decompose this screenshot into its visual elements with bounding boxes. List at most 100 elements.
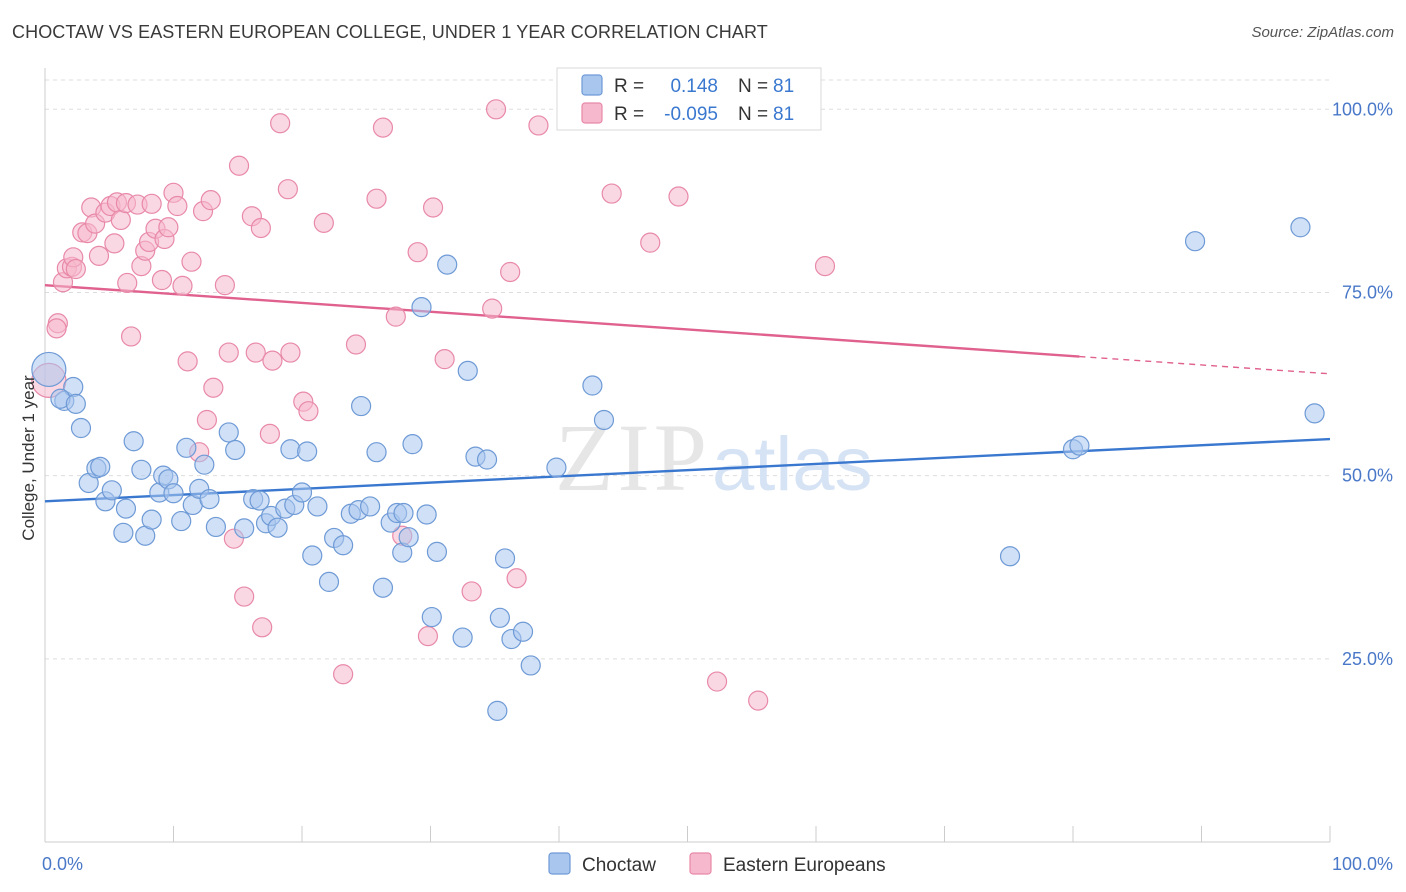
bottom-legend: Choctaw Eastern Europeans — [548, 852, 886, 876]
point-choctaw — [101, 480, 122, 501]
point-choctaw — [366, 442, 387, 463]
point-eastern — [259, 423, 280, 444]
point-eastern — [372, 117, 394, 138]
trend-line-eastern — [44, 283, 1080, 358]
point-eastern — [668, 186, 689, 207]
point-choctaw — [131, 459, 152, 480]
point-choctaw — [582, 375, 603, 396]
point-eastern — [345, 334, 367, 355]
point-choctaw — [398, 527, 419, 548]
point-eastern — [434, 349, 455, 370]
point-choctaw — [234, 518, 255, 539]
points-layer — [31, 99, 1325, 721]
point-eastern — [203, 377, 224, 398]
point-choctaw — [194, 454, 215, 475]
point-choctaw — [333, 535, 354, 556]
point-choctaw — [1304, 403, 1325, 424]
point-eastern — [252, 617, 273, 638]
point-eastern — [46, 318, 67, 339]
point-eastern — [601, 183, 622, 204]
point-choctaw — [31, 351, 67, 388]
point-choctaw — [393, 502, 414, 524]
point-eastern — [245, 342, 266, 363]
point-eastern — [461, 581, 482, 602]
point-eastern — [196, 409, 218, 431]
point-choctaw — [411, 297, 432, 318]
stats-n-label-eastern: N = — [738, 104, 768, 125]
point-eastern — [167, 195, 188, 217]
point-eastern — [407, 242, 428, 263]
point-eastern — [120, 326, 142, 347]
point-choctaw — [487, 700, 508, 721]
point-eastern — [333, 664, 354, 685]
point-eastern — [814, 256, 836, 277]
point-eastern — [640, 232, 661, 253]
point-eastern — [417, 626, 439, 647]
point-choctaw — [176, 437, 197, 458]
point-choctaw — [297, 441, 318, 462]
point-choctaw — [452, 627, 473, 648]
point-eastern — [151, 269, 173, 291]
point-eastern — [277, 179, 298, 200]
y-tick-label: 100.0% — [1332, 99, 1393, 119]
point-eastern — [706, 671, 728, 692]
point-eastern — [177, 351, 198, 372]
point-choctaw — [360, 496, 381, 517]
point-choctaw — [70, 417, 92, 439]
point-eastern — [298, 401, 319, 422]
point-eastern — [528, 115, 549, 136]
point-eastern — [172, 275, 193, 296]
point-eastern — [65, 258, 86, 280]
legend-swatch-eastern — [689, 852, 712, 875]
chart-title: CHOCTAW VS EASTERN EUROPEAN COLLEGE, UND… — [12, 22, 768, 42]
point-choctaw — [426, 541, 448, 562]
point-choctaw — [520, 655, 541, 676]
point-eastern — [234, 586, 255, 607]
stats-n-label-choctaw: N = — [738, 76, 768, 97]
point-choctaw — [163, 483, 184, 504]
legend-label-eastern: Eastern Europeans — [723, 855, 886, 876]
point-choctaw — [421, 606, 442, 628]
point-choctaw — [318, 571, 340, 592]
legend-label-choctaw: Choctaw — [582, 855, 656, 876]
point-eastern — [500, 261, 521, 283]
watermark-zip: ZIP — [555, 404, 711, 511]
point-eastern — [214, 275, 235, 296]
point-choctaw — [416, 504, 437, 525]
point-choctaw — [494, 548, 516, 569]
stats-legend: R = 0.148 N = 81 R = -0.095 N = 81 — [556, 67, 822, 131]
point-eastern — [158, 217, 179, 238]
point-choctaw — [546, 457, 567, 478]
point-choctaw — [307, 496, 328, 517]
point-eastern — [200, 190, 221, 211]
watermark: ZIP atlas — [555, 404, 873, 511]
point-choctaw — [171, 510, 192, 532]
point-choctaw — [205, 516, 227, 538]
point-choctaw — [1069, 435, 1090, 456]
point-eastern — [104, 233, 125, 254]
point-choctaw — [90, 456, 111, 477]
point-choctaw — [476, 449, 498, 470]
source-label: Source: ZipAtlas.com — [1251, 24, 1394, 41]
point-eastern — [482, 298, 503, 319]
point-choctaw — [115, 498, 137, 519]
point-choctaw — [457, 360, 478, 381]
point-eastern — [748, 690, 769, 711]
point-choctaw — [351, 395, 372, 417]
point-choctaw — [372, 577, 394, 598]
point-eastern — [117, 272, 138, 294]
point-choctaw — [437, 254, 458, 275]
point-choctaw — [1290, 217, 1311, 238]
point-eastern — [228, 155, 250, 176]
point-eastern — [250, 217, 271, 239]
point-choctaw — [593, 409, 615, 431]
point-eastern — [218, 342, 239, 363]
point-choctaw — [280, 439, 301, 460]
stats-swatch-eastern — [581, 102, 603, 124]
point-choctaw — [489, 607, 510, 628]
point-eastern — [280, 342, 301, 363]
x-tick-label-min: 0.0% — [42, 854, 83, 874]
point-choctaw — [65, 393, 86, 414]
stats-r-label-choctaw: R = — [614, 76, 644, 97]
